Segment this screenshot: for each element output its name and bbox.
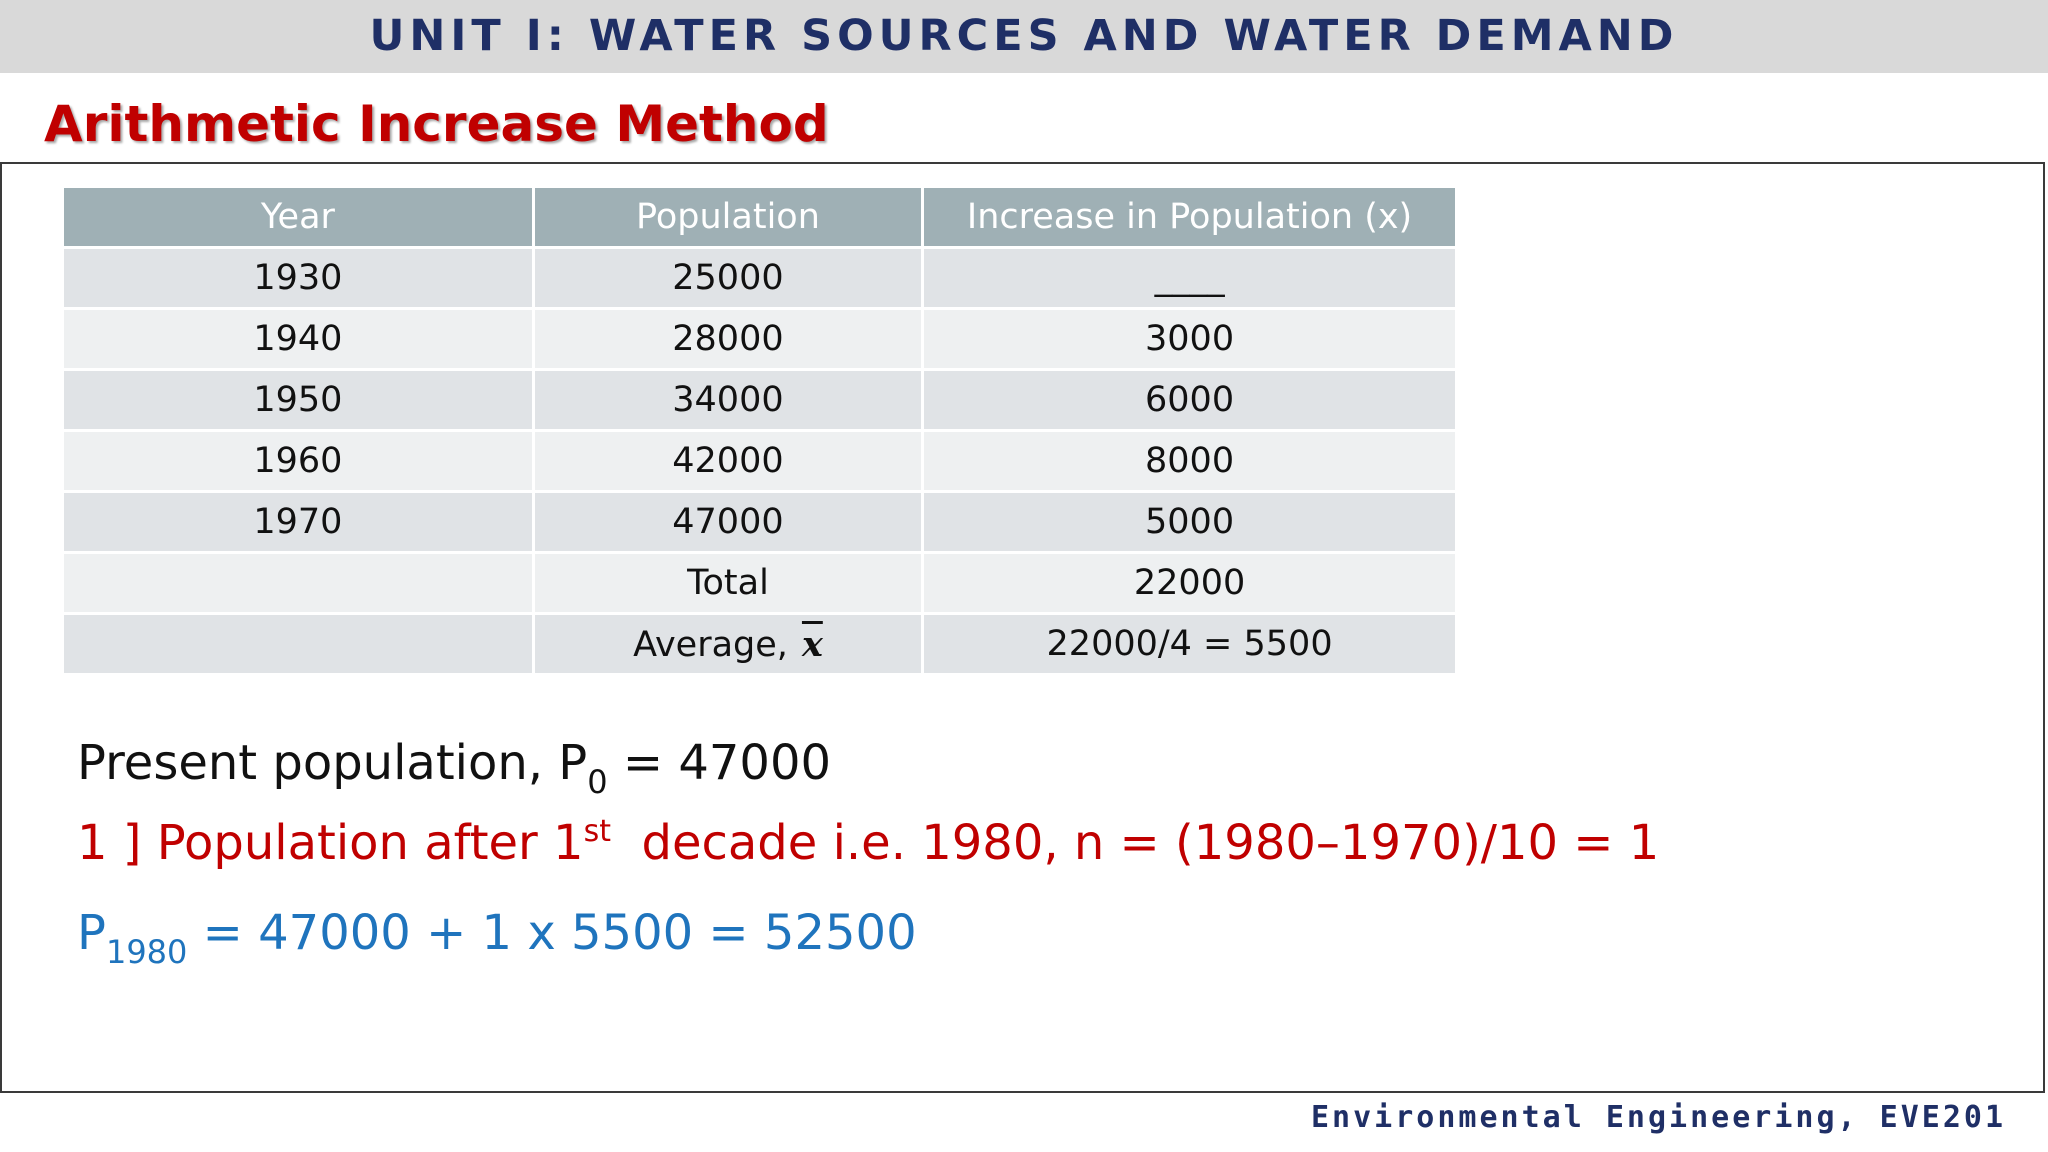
increase-cell: ____ (921, 246, 1458, 310)
decade-prefix: 1 ] Population after 1 (77, 815, 584, 871)
average-value: 22000/4 = 5500 (921, 612, 1458, 676)
total-value: 22000 (921, 551, 1458, 615)
column-header-year: Year (61, 185, 535, 249)
present-label: Present population, P (77, 735, 588, 791)
unit-title: UNIT I: WATER SOURCES AND WATER DEMAND (369, 11, 1679, 61)
increase-cell: 8000 (921, 429, 1458, 493)
population-cell: 47000 (531, 490, 925, 554)
empty-cell (61, 551, 535, 615)
population-table: Year Population Increase in Population (… (61, 185, 1458, 676)
year-cell: 1950 (61, 368, 535, 432)
year-cell: 1970 (61, 490, 535, 554)
table-header-row: Year Population Increase in Population (… (61, 185, 1458, 249)
average-label-cell: Average, x (531, 612, 925, 676)
year-cell: 1930 (61, 246, 535, 310)
population-cell: 25000 (531, 246, 925, 310)
result-label: P (77, 905, 106, 961)
average-row: Average, x 22000/4 = 5500 (61, 612, 1458, 676)
top-banner (0, 0, 2048, 73)
table-row: 1950 34000 6000 (61, 368, 1458, 432)
table-row: 1930 25000 ____ (61, 246, 1458, 310)
present-subscript: 0 (587, 763, 608, 801)
decade-superscript: st (583, 814, 611, 849)
decade-line: 1 ] Population after 1st decade i.e. 198… (77, 814, 1660, 871)
population-cell: 28000 (531, 307, 925, 371)
table-row: 1960 42000 8000 (61, 429, 1458, 493)
population-cell: 34000 (531, 368, 925, 432)
x-bar-symbol: x (801, 623, 823, 665)
empty-cell (61, 612, 535, 676)
increase-cell: 3000 (921, 307, 1458, 371)
average-label: Average, (633, 624, 788, 665)
population-cell: 42000 (531, 429, 925, 493)
result-subscript: 1980 (105, 933, 188, 971)
year-cell: 1960 (61, 429, 535, 493)
column-header-increase: Increase in Population (x) (921, 185, 1458, 249)
total-label: Total (531, 551, 925, 615)
increase-cell: 6000 (921, 368, 1458, 432)
column-header-population: Population (531, 185, 925, 249)
present-population-line: Present population, P0 = 47000 (77, 735, 832, 801)
total-row: Total 22000 (61, 551, 1458, 615)
year-cell: 1940 (61, 307, 535, 371)
decade-rest: decade i.e. 1980, n = (1980–1970)/10 = 1 (610, 815, 1660, 871)
table-row: 1940 28000 3000 (61, 307, 1458, 371)
result-equation: = 47000 + 1 x 5500 = 52500 (187, 905, 917, 961)
slide-title: Arithmetic Increase Method (44, 95, 829, 153)
result-line: P1980 = 47000 + 1 x 5500 = 52500 (77, 905, 917, 971)
increase-cell: 5000 (921, 490, 1458, 554)
present-value: = 47000 (607, 735, 832, 791)
table-row: 1970 47000 5000 (61, 490, 1458, 554)
course-footer: Environmental Engineering, EVE201 (1310, 1100, 2006, 1135)
